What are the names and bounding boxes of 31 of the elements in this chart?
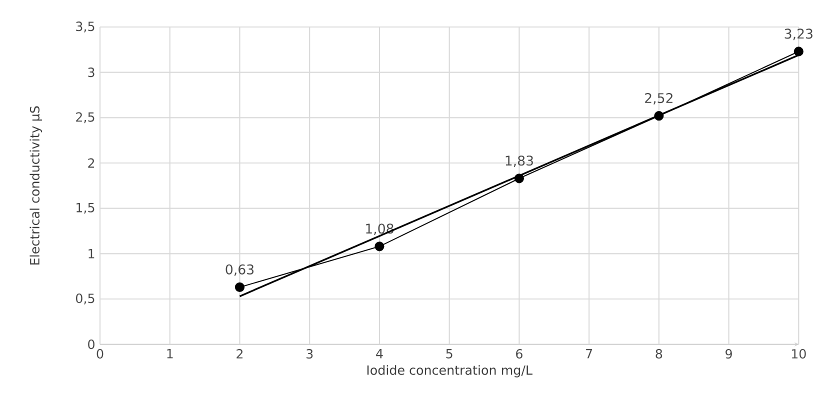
point [234,282,245,292]
x-tick-label: 3 [306,349,313,359]
point [654,111,664,121]
x-tick-label: 2 [236,349,243,358]
point [794,46,804,56]
point [514,174,524,184]
y-axis-title: Electrical conductivity µS [30,106,42,264]
y-tick-label: 2,5 [76,112,94,124]
y-tick-label: 0,5 [76,294,94,304]
y-tick-label: 3 [88,68,94,78]
x-tick-label: 10 [792,349,806,359]
x-tick-label: 1 [167,349,173,358]
data-label: 0,63 [226,264,254,276]
x-tick-label: 8 [656,349,662,359]
x-axis-title: Iodide concentration mg/L [367,365,532,378]
y-tick-label: 3,5 [76,22,94,32]
y-tick-label: 2 [88,158,94,168]
x-tick-label: 5 [446,349,452,358]
y-tick-label: 1 [88,249,94,258]
x-tick-label: 9 [726,349,732,359]
data-label: 2,52 [645,93,672,104]
x-tick-label: 6 [516,349,522,359]
data-label: 1,08 [366,224,394,236]
data-label: 1,83 [506,156,533,168]
point [374,242,384,252]
data-label: 3,23 [784,28,812,40]
y-tick-label: 1,5 [76,202,94,214]
y-tick-label: 0 [88,340,94,350]
x-tick-label: 4 [376,349,383,358]
x-tick-label: 0 [96,349,104,359]
x-tick-label: 7 [586,349,592,358]
